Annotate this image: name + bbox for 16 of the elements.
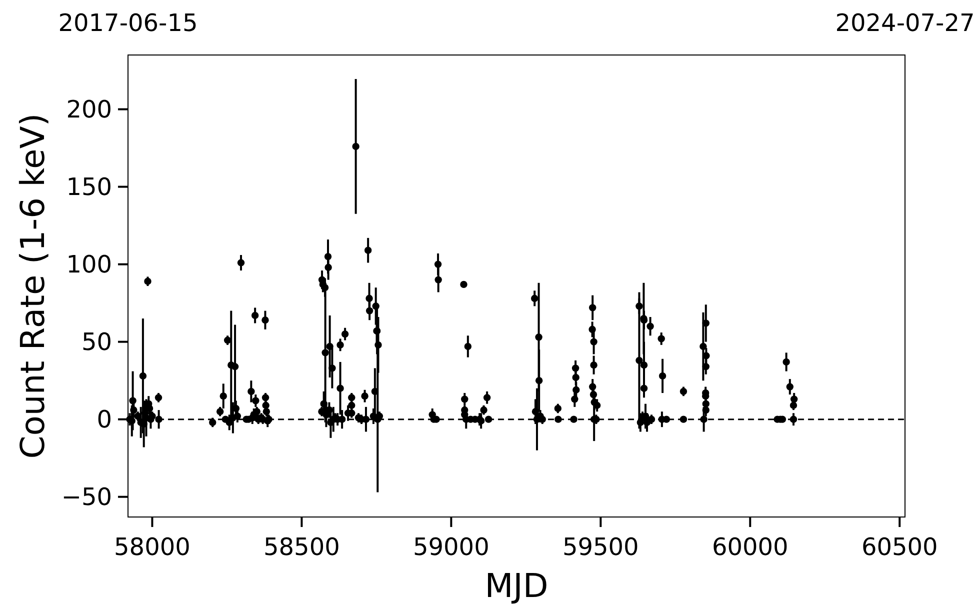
y-tick-label: 200	[66, 96, 112, 124]
y-tick-label: 100	[66, 250, 112, 279]
x-axis-title: MJD	[484, 566, 548, 605]
x-tick-label: 58500	[264, 533, 340, 561]
y-tick-label: −50	[61, 483, 112, 512]
y-tick-label: 50	[81, 328, 112, 356]
x-tick-label: 60000	[712, 533, 788, 561]
text: 2017-06-15	[58, 9, 198, 37]
text: 2024-07-27	[835, 9, 975, 37]
y-tick-label: 0	[96, 406, 112, 434]
x-tick-label: 58000	[114, 533, 190, 561]
x-tick-label: 60500	[861, 533, 938, 561]
y-tick-label: 150	[66, 173, 112, 202]
y-axis-title: Count Rate (1-6 keV)	[13, 113, 52, 459]
x-tick-label: 59000	[412, 533, 490, 561]
x-tick-label: 59500	[562, 533, 639, 561]
